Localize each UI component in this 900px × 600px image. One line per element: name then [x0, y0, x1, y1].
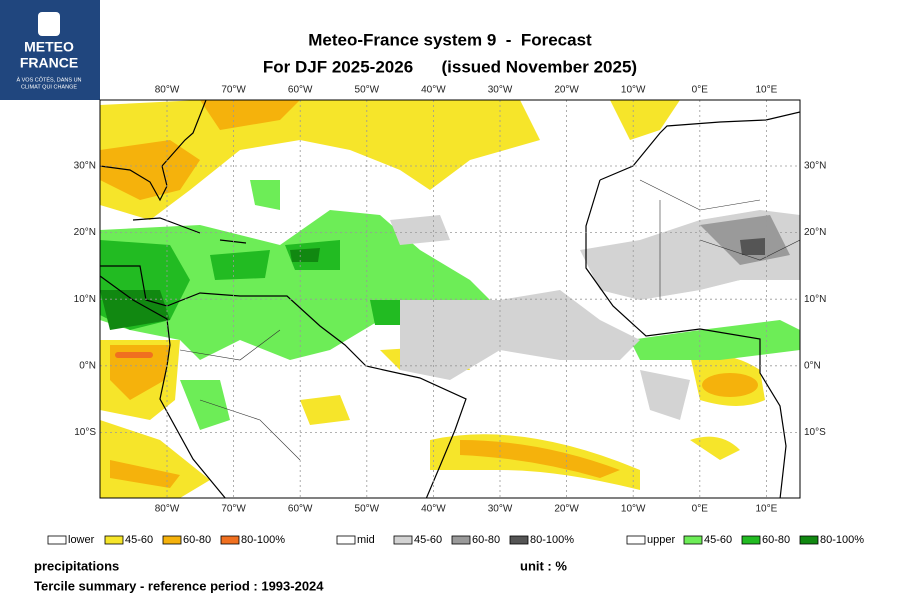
- lat-label-left: 20°N: [74, 227, 96, 238]
- logo-tagline: CLIMAT QUI CHANGE: [21, 84, 77, 90]
- lon-label-top: 70°W: [221, 85, 246, 96]
- lon-label-top: 40°W: [421, 85, 446, 96]
- graticule: [100, 100, 800, 498]
- lon-label-top: 20°W: [554, 85, 579, 96]
- lat-label-left: 0°N: [79, 360, 96, 371]
- legend-class: 45-60: [704, 534, 732, 546]
- legend-class: 80-100%: [530, 534, 574, 546]
- legend-swatch: [393, 535, 413, 545]
- lon-label-bottom: 40°W: [421, 504, 446, 515]
- logo-tagline: À VOS CÔTÉS, DANS UN: [16, 76, 81, 83]
- lon-label-bottom: 10°E: [756, 504, 778, 515]
- legend-swatch: [683, 535, 703, 545]
- lat-label-right: 0°N: [804, 360, 821, 371]
- legend-swatch: [220, 535, 240, 545]
- logo-name: FRANCE: [20, 55, 78, 71]
- lat-label-left: 10°S: [74, 427, 96, 438]
- lat-label-left: 10°N: [74, 294, 96, 305]
- lon-label-top: 80°W: [155, 85, 180, 96]
- lon-label-top: 30°W: [488, 85, 513, 96]
- map-frame: [99, 99, 801, 499]
- legend-class: 60-80: [183, 534, 211, 546]
- unit: unit : %: [520, 558, 567, 573]
- lon-label-bottom: 50°W: [355, 504, 380, 515]
- lat-label-left: 30°N: [74, 161, 96, 172]
- legend-swatch: [799, 535, 819, 545]
- lon-label-bottom: 10°W: [621, 504, 646, 515]
- lat-label-right: 10°S: [804, 427, 826, 438]
- logo-icon: [38, 12, 60, 36]
- lon-label-top: 10°W: [621, 85, 646, 96]
- legend-label: lower: [68, 534, 95, 546]
- variable: precipitations: [34, 558, 119, 573]
- legend-swatch: [741, 535, 761, 545]
- lon-label-bottom: 60°W: [288, 504, 313, 515]
- legend-swatch: [626, 535, 646, 545]
- lon-label-bottom: 70°W: [221, 504, 246, 515]
- lon-label-bottom: 20°W: [554, 504, 579, 515]
- legend-swatch: [47, 535, 67, 545]
- legend-swatch: [451, 535, 471, 545]
- legend-swatch: [509, 535, 529, 545]
- lat-label-right: 30°N: [804, 161, 826, 172]
- title: Meteo-France system 9 - Forecast: [308, 30, 592, 49]
- legend-swatch: [336, 535, 356, 545]
- lon-label-bottom: 30°W: [488, 504, 513, 515]
- logo-name: METEO: [24, 39, 74, 55]
- lat-label-right: 10°N: [804, 294, 826, 305]
- lon-label-top: 10°E: [756, 85, 778, 96]
- legend-swatch: [162, 535, 182, 545]
- legend-class: 80-100%: [241, 534, 285, 546]
- lat-label-right: 20°N: [804, 227, 826, 238]
- legend-swatch: [104, 535, 124, 545]
- legend-label: upper: [647, 534, 675, 546]
- lon-label-top: 0°E: [692, 85, 709, 96]
- legend-class: 80-100%: [820, 534, 864, 546]
- description: Tercile summary - reference period : 199…: [34, 578, 324, 593]
- legend-class: 60-80: [472, 534, 500, 546]
- lon-label-top: 50°W: [355, 85, 380, 96]
- legend-label: mid: [357, 534, 375, 546]
- lon-label-bottom: 0°E: [692, 504, 709, 515]
- legend-class: 45-60: [125, 534, 153, 546]
- subtitle: For DJF 2025-2026 (issued November 2025): [263, 57, 637, 76]
- legend-class: 60-80: [762, 534, 790, 546]
- lon-label-top: 60°W: [288, 85, 313, 96]
- legend-class: 45-60: [414, 534, 442, 546]
- lon-label-bottom: 80°W: [155, 504, 180, 515]
